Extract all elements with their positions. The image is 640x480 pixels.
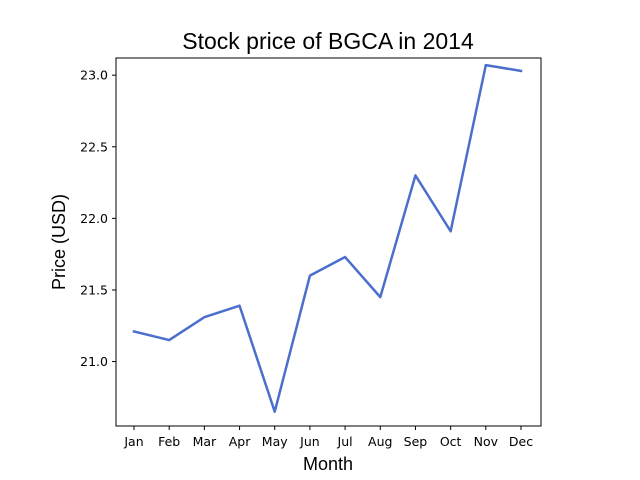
plot-area: Jan Feb Mar Apr May Jun Jul Aug Sep Oct Nov Dec 21.0… — [80, 57, 542, 449]
x-tick-label: Oct — [440, 434, 462, 449]
x-tick-label: Apr — [229, 434, 251, 449]
x-tick-label: Jun — [299, 434, 320, 449]
y-tick-label: 22.5 — [80, 139, 108, 154]
x-tick-label: Sep — [404, 434, 428, 449]
chart-title: Stock price of BGCA in 2014 — [182, 28, 474, 54]
x-tick-label: Mar — [193, 434, 217, 449]
x-tick-label: Feb — [158, 434, 180, 449]
x-axis-label: Month — [303, 454, 353, 474]
x-tick-label: Nov — [474, 434, 499, 449]
y-axis-label: Price (USD) — [49, 194, 69, 290]
plot-frame — [115, 57, 542, 427]
y-tick-label: 21.5 — [80, 282, 108, 297]
y-tick-label: 21.0 — [80, 354, 108, 369]
x-tick-label: Dec — [509, 434, 533, 449]
x-tick-label: Jul — [337, 434, 353, 449]
x-tick-label: May — [262, 434, 288, 449]
y-tick-label: 22.0 — [80, 211, 108, 226]
y-tick-label: 23.0 — [80, 68, 108, 83]
series-line — [132, 63, 523, 413]
x-tick-label: Jan — [123, 434, 143, 449]
x-tick-label: Aug — [368, 434, 392, 449]
